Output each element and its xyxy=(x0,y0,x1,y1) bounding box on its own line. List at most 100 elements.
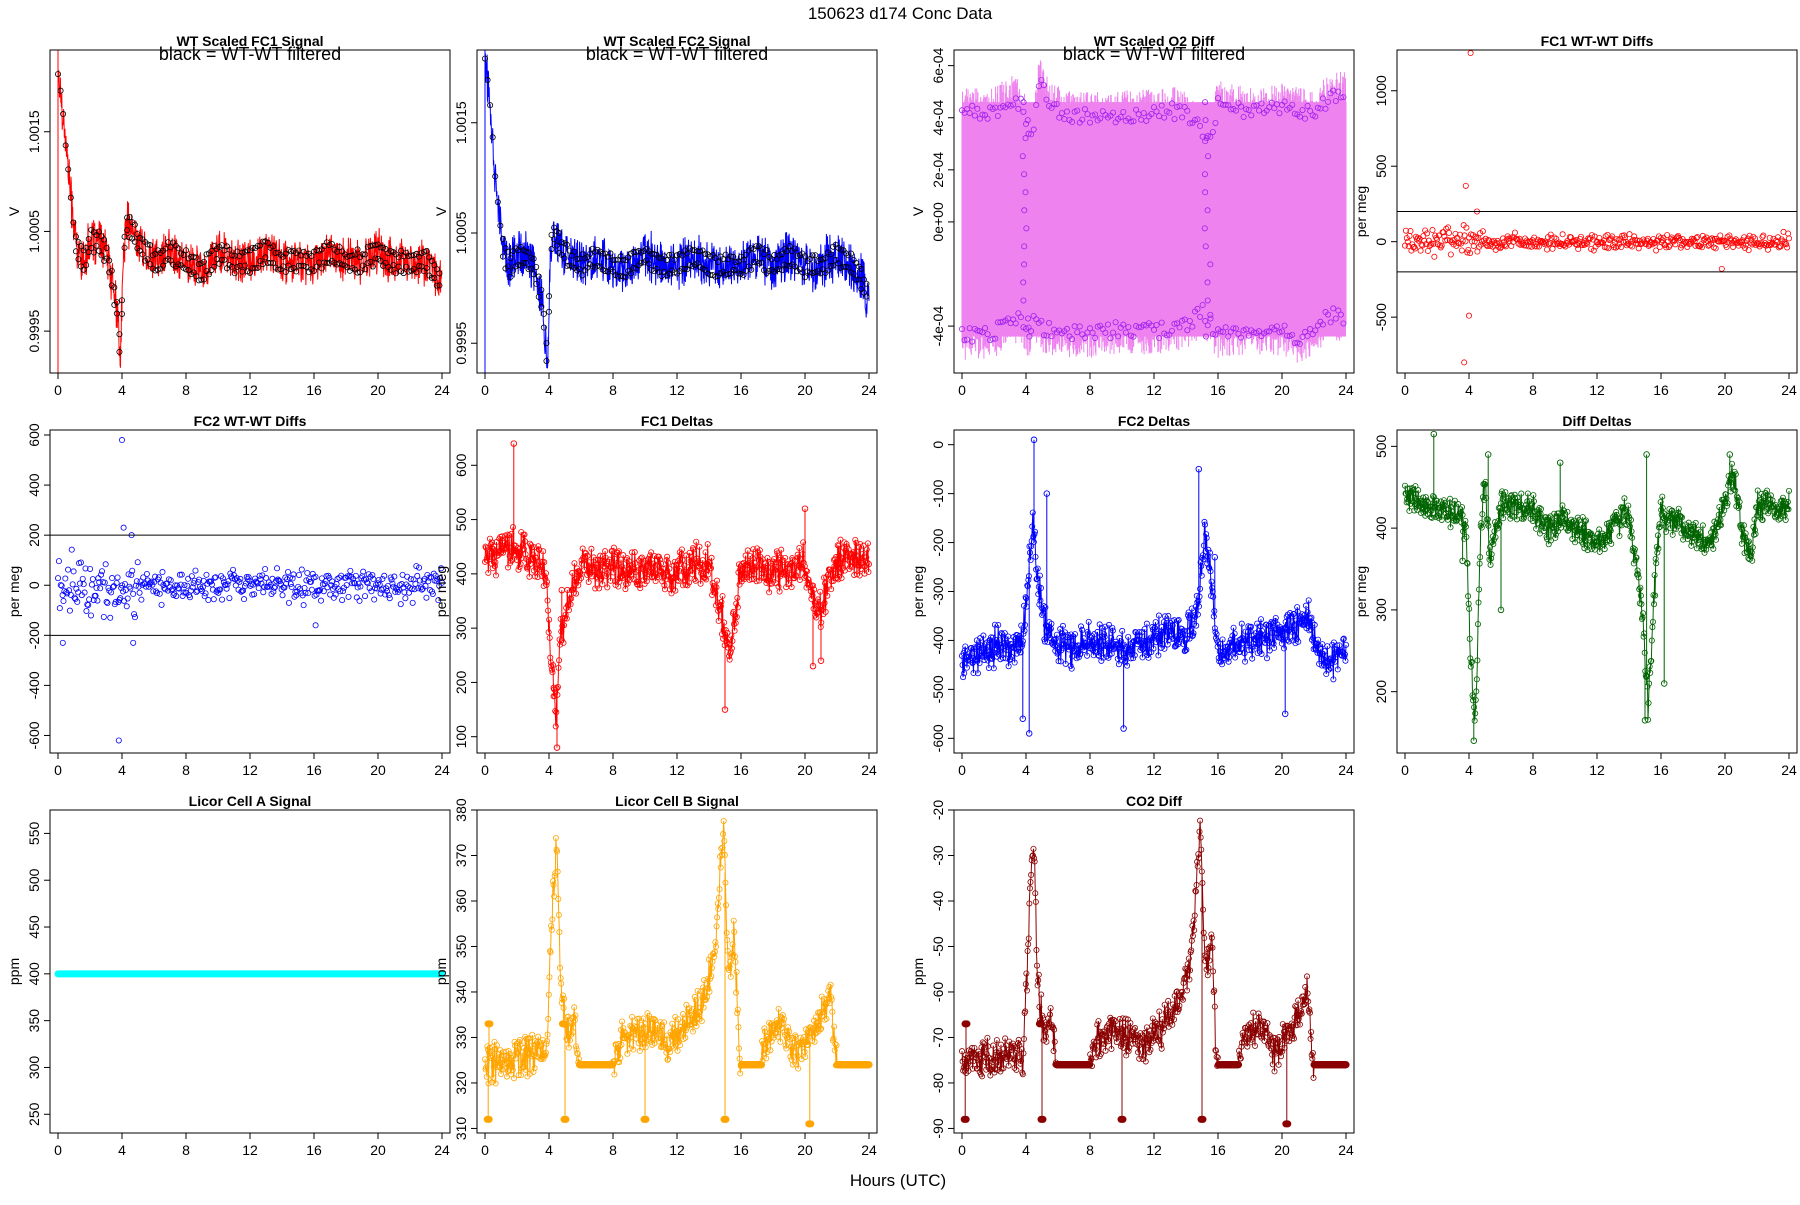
scatter-point xyxy=(305,570,310,575)
y-tick-label: 360 xyxy=(453,889,469,913)
scatter-point xyxy=(403,596,408,601)
scatter-point xyxy=(1425,248,1430,253)
y-axis-label: per meg xyxy=(910,566,926,617)
y-tick-label: 500 xyxy=(1373,154,1389,178)
x-tick-label: 24 xyxy=(434,762,450,778)
x-tick-label: 4 xyxy=(118,762,126,778)
plot-frame xyxy=(50,50,450,373)
scatter-point xyxy=(1761,233,1766,238)
x-tick-label: 16 xyxy=(1210,762,1226,778)
scatter-point xyxy=(1606,246,1611,251)
y-tick-label: -100 xyxy=(930,479,946,507)
y-tick-label: 400 xyxy=(1373,516,1389,540)
x-tick-label: 8 xyxy=(182,382,190,398)
scatter-point xyxy=(405,574,410,579)
y-tick-label: 200 xyxy=(1373,680,1389,704)
x-tick-label: 24 xyxy=(434,382,450,398)
scatter-point xyxy=(1421,233,1426,238)
scatter-point xyxy=(124,604,129,609)
scatter-point xyxy=(309,587,314,592)
x-axis-label: Hours (UTC) xyxy=(850,1171,946,1190)
y-tick-label: 350 xyxy=(453,935,469,959)
scatter-point xyxy=(318,598,323,603)
y-axis-label: per meg xyxy=(433,566,449,617)
plot-frame xyxy=(50,430,450,753)
x-tick-label: 16 xyxy=(733,382,749,398)
scatter-point xyxy=(230,567,235,572)
x-tick-label: 8 xyxy=(609,382,617,398)
y-tick-label: 450 xyxy=(26,915,42,939)
x-tick-label: 4 xyxy=(545,762,553,778)
scatter-outlier xyxy=(116,738,121,743)
x-tick-label: 16 xyxy=(1653,382,1669,398)
scatter-point xyxy=(139,597,144,602)
scatter-point xyxy=(1459,248,1464,253)
x-tick-label: 20 xyxy=(370,382,386,398)
x-tick-label: 16 xyxy=(306,1142,322,1158)
scatter-point xyxy=(1430,227,1435,232)
x-tick-label: 20 xyxy=(1717,382,1733,398)
scatter-point xyxy=(398,602,403,607)
x-tick-label: 8 xyxy=(609,1142,617,1158)
scatter-point xyxy=(227,595,232,600)
x-tick-label: 8 xyxy=(1086,762,1094,778)
plot-area xyxy=(482,818,872,1127)
y-tick-label: 1.0015 xyxy=(26,110,42,153)
scatter-point xyxy=(128,586,133,591)
y-tick-label: 500 xyxy=(453,508,469,532)
y-axis-label: ppm xyxy=(433,958,449,985)
x-tick-label: 0 xyxy=(1401,382,1409,398)
x-tick-label: 12 xyxy=(669,762,685,778)
x-tick-label: 8 xyxy=(1529,762,1537,778)
scatter-point xyxy=(392,574,397,579)
signal-series-line xyxy=(58,70,442,368)
y-axis-label: per meg xyxy=(6,566,22,617)
scatter-outlier xyxy=(1462,360,1467,365)
y-tick-label: 500 xyxy=(26,868,42,892)
scatter-outlier xyxy=(60,640,65,645)
y-tick-label: 2e-04 xyxy=(930,152,946,188)
plot-area xyxy=(482,50,869,373)
scatter-point xyxy=(71,569,76,574)
x-tick-label: 0 xyxy=(54,382,62,398)
x-tick-label: 16 xyxy=(306,762,322,778)
scatter-point xyxy=(263,566,268,571)
x-tick-label: 24 xyxy=(861,1142,877,1158)
scatter-point xyxy=(132,615,137,620)
y-tick-label: 300 xyxy=(453,616,469,640)
scatter-point xyxy=(101,614,106,619)
scatter-point xyxy=(274,566,279,571)
y-tick-label: 400 xyxy=(453,562,469,586)
y-tick-label: 100 xyxy=(453,725,469,749)
scatter-point xyxy=(81,582,86,587)
scatter-point xyxy=(1785,231,1790,236)
plot-area xyxy=(1397,50,1797,365)
x-tick-label: 12 xyxy=(1589,762,1605,778)
x-tick-label: 24 xyxy=(1781,382,1797,398)
y-tick-label: 300 xyxy=(1373,598,1389,622)
x-tick-label: 0 xyxy=(54,1142,62,1158)
plot-area xyxy=(959,437,1348,736)
scatter-point xyxy=(90,577,95,582)
plot-area xyxy=(959,818,1349,1127)
scatter-point xyxy=(289,584,294,589)
y-tick-label: -400 xyxy=(930,626,946,654)
x-tick-label: 20 xyxy=(1274,382,1290,398)
y-tick-label: 6e-04 xyxy=(930,48,946,84)
y-tick-label: 600 xyxy=(453,453,469,477)
scatter-point xyxy=(261,590,266,595)
y-tick-label: 600 xyxy=(26,423,42,447)
scatter-point xyxy=(98,586,103,591)
y-tick-label: 320 xyxy=(453,1071,469,1095)
plot-area xyxy=(50,437,450,743)
x-tick-label: 0 xyxy=(481,762,489,778)
scatter-point xyxy=(1432,254,1437,259)
scatter-point xyxy=(285,569,290,574)
scatter-point xyxy=(346,594,351,599)
scatter-point xyxy=(241,597,246,602)
